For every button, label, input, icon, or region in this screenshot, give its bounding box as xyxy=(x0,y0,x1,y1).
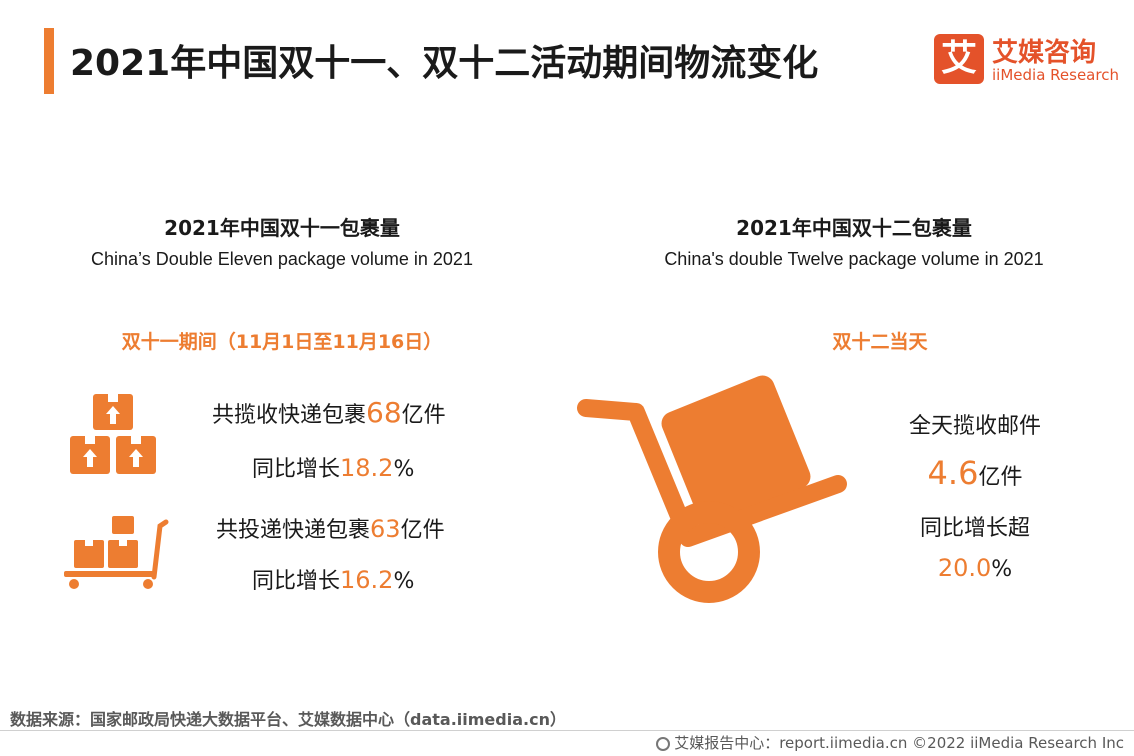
right-growth-value: 20.0 xyxy=(937,554,992,582)
stat1-growth-value: 18.2 xyxy=(340,454,394,482)
footer-divider xyxy=(0,730,1134,731)
stat2-growth-prefix: 同比增长 xyxy=(252,569,341,594)
report-center-icon xyxy=(656,737,671,751)
stat1-growth-suffix: % xyxy=(393,457,415,482)
hand-truck-icon xyxy=(577,375,847,603)
left-stat2-line1: 共投递快递包裹63亿件 xyxy=(216,512,445,544)
right-stat-value: 4.6 xyxy=(927,454,979,492)
footer-credit-text: 艾媒报告中心：report.iimedia.cn ©2022 iiMedia R… xyxy=(674,734,1124,752)
stat2-prefix: 共投递快递包裹 xyxy=(216,518,371,543)
right-section-title: 2021年中国双十二包裹量 xyxy=(736,216,972,240)
page-title: 2021年中国双十一、双十二活动期间物流变化 xyxy=(70,43,819,84)
stacked-boxes-icon xyxy=(70,394,156,474)
stat1-value: 68 xyxy=(366,396,402,429)
title-accent-bar xyxy=(44,28,54,94)
right-growth-suffix: % xyxy=(991,557,1013,582)
stat1-growth-prefix: 同比增长 xyxy=(252,457,341,482)
left-stat2-line2: 同比增长16.2% xyxy=(252,563,414,595)
right-stat-value-line: 4.6亿件 xyxy=(880,454,1070,492)
right-growth-label: 同比增长超 xyxy=(919,516,1030,541)
right-stat-unit: 亿件 xyxy=(978,465,1023,490)
left-stat1-line2: 同比增长18.2% xyxy=(252,451,414,483)
stat2-suffix: 亿件 xyxy=(400,518,445,543)
left-section-title: 2021年中国双十一包裹量 xyxy=(164,216,400,240)
stat2-growth-suffix: % xyxy=(393,569,415,594)
right-section-subtitle: China's double Twelve package volume in … xyxy=(664,249,1044,269)
brand-logo: 艾 艾媒咨询 iiMedia Research xyxy=(932,32,1122,88)
logo-text-cn: 艾媒咨询 xyxy=(992,38,1097,68)
right-growth-line: 20.0% xyxy=(880,554,1070,582)
logo-mark-icon: 艾 xyxy=(934,34,984,84)
footer-credit: 艾媒报告中心：report.iimedia.cn ©2022 iiMedia R… xyxy=(656,732,1124,753)
left-period-label: 双十一期间（11月1日至11月16日） xyxy=(121,331,443,353)
cart-with-boxes-icon xyxy=(64,516,169,589)
right-period-label: 双十二当天 xyxy=(832,331,928,353)
left-section-subtitle: China’s Double Eleven package volume in … xyxy=(91,249,473,269)
right-stat-label: 全天揽收邮件 xyxy=(908,414,1041,439)
data-source: 数据来源：国家邮政局快递大数据平台、艾媒数据中心（data.iimedia.cn… xyxy=(10,710,566,729)
stat2-growth-value: 16.2 xyxy=(340,566,394,594)
stat1-suffix: 亿件 xyxy=(401,403,446,428)
logo-text-en: iiMedia Research xyxy=(992,66,1119,84)
stat1-prefix: 共揽收快递包裹 xyxy=(212,403,367,428)
left-stat1-line1: 共揽收快递包裹68亿件 xyxy=(212,396,446,429)
stat2-value: 63 xyxy=(370,515,401,543)
